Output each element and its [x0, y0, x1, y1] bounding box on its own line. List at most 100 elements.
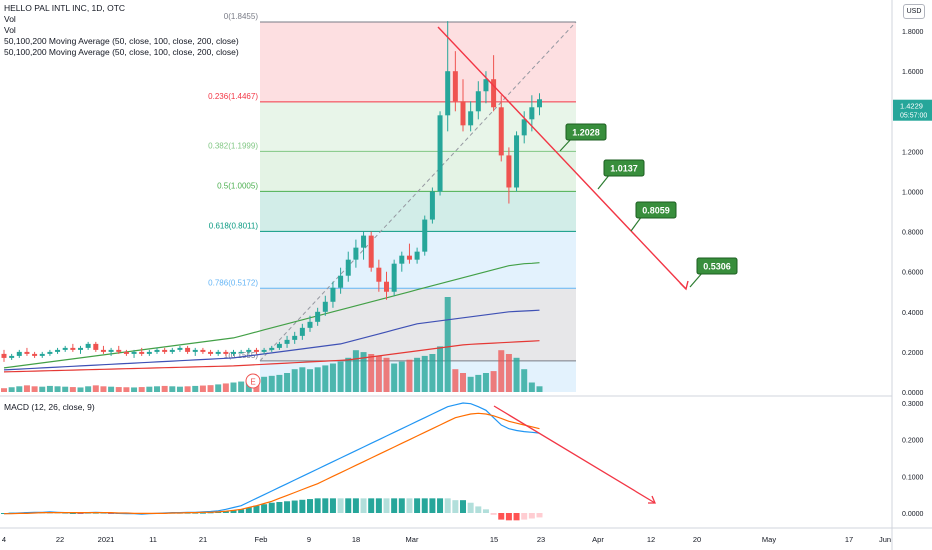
macd-histogram-bar [253, 505, 260, 513]
macd-histogram-bar [322, 498, 329, 513]
legend-vol-1: Vol [4, 14, 16, 24]
candle-body [307, 321, 313, 328]
target-label: 1.0137 [610, 164, 638, 174]
volume-bar [414, 357, 421, 392]
macd-histogram-bar [307, 499, 313, 513]
volume-bar [429, 354, 436, 392]
candle-body [414, 251, 420, 260]
volume-bar [467, 376, 474, 392]
macd-histogram-bar [85, 513, 92, 514]
candle-body [78, 347, 83, 350]
projection-arrowhead [679, 280, 689, 291]
macd-histogram-bar [437, 498, 444, 513]
symbol-title: HELLO PAL INTL INC, 1D, OTC [4, 3, 126, 13]
candle-body [93, 343, 99, 350]
macd-histogram-bar [475, 506, 482, 513]
candle-body [284, 339, 290, 344]
candle-body [406, 255, 412, 260]
volume-bar [261, 376, 268, 392]
ma100-line [3, 309, 540, 371]
volume-bar [1, 388, 7, 392]
candle-body [238, 351, 244, 353]
macd-histogram-bar [467, 502, 474, 513]
fib-level-label: 0.618(0.8011) [209, 221, 259, 230]
price-tick-label: 1.2000 [902, 149, 924, 156]
candle-body [139, 351, 145, 354]
candle-body [521, 119, 527, 136]
price-tick-label: 0.8000 [902, 230, 924, 237]
candle-body [368, 235, 374, 268]
currency-button[interactable]: USD [903, 4, 925, 19]
candle-body [445, 71, 451, 116]
ma50-line [3, 262, 540, 369]
candle-body [514, 135, 520, 188]
volume-bar [123, 387, 130, 392]
fib-zone [260, 101, 576, 152]
target-label: 1.2028 [572, 128, 600, 138]
macd-histogram-bar [429, 498, 436, 513]
time-tick-label: 17 [845, 535, 853, 544]
candle-body [422, 219, 428, 252]
volume-bar [154, 386, 160, 392]
candle-body [276, 343, 282, 348]
volume-bar [46, 385, 53, 392]
time-tick-label: 4 [2, 535, 6, 544]
candle-body [16, 351, 22, 356]
time-tick-label: 18 [352, 535, 360, 544]
chart-legend: HELLO PAL INTL INC, 1D, OTC Vol Vol 50,1… [4, 3, 239, 58]
candle-body [491, 79, 497, 108]
candle-body [162, 349, 168, 352]
macd-tick-label: 0.2000 [902, 438, 924, 445]
fib-zone [260, 21, 576, 102]
volume-bar [284, 373, 291, 392]
target-box [696, 257, 738, 275]
volume-bar [345, 357, 352, 392]
macd-histogram-bar [391, 498, 398, 513]
macd-histogram-bar [536, 513, 543, 518]
macd-line [3, 402, 540, 515]
volume-bar [39, 386, 46, 392]
volume-bar [108, 386, 115, 392]
candle-body [292, 335, 298, 340]
volume-bar [521, 369, 528, 392]
candle-body [192, 349, 198, 352]
candle-body [529, 107, 535, 120]
volume-bar [131, 387, 138, 392]
macd-histogram-bar [345, 498, 352, 513]
volume-bar [299, 367, 306, 392]
macd-histogram-bar [245, 507, 252, 513]
volume-bar [176, 386, 183, 392]
candle-body [85, 343, 91, 348]
time-tick-label: 2021 [98, 535, 115, 544]
volume-bar [100, 386, 107, 392]
candle-body [47, 351, 53, 354]
volume-bar [92, 385, 99, 392]
volume-bar [199, 385, 206, 392]
candle-body [200, 349, 206, 352]
target-box [603, 159, 645, 177]
macd-histogram-bar [238, 509, 245, 513]
candle-body [506, 155, 512, 188]
candle-body [429, 191, 435, 220]
target-label: 0.8059 [642, 206, 670, 216]
candle-body [399, 255, 405, 264]
volume-bar [322, 365, 329, 392]
macd-tick-label: 0.0000 [902, 511, 924, 518]
volume-bar [138, 387, 145, 392]
macd-histogram-bar [276, 501, 283, 513]
time-tick-label: 23 [537, 535, 545, 544]
macd-histogram-bar [284, 501, 291, 513]
candle-body [269, 347, 275, 350]
candle-body [62, 347, 68, 350]
volume-bar [421, 355, 428, 392]
macd-histogram-bar [521, 513, 528, 520]
earnings-marker [245, 373, 261, 389]
volume-bar [375, 355, 382, 392]
macd-histogram-bar [414, 498, 421, 513]
volume-bar [505, 354, 512, 392]
macd-histogram-bar [490, 513, 497, 515]
volume-bar [215, 384, 222, 392]
volume-bar [536, 386, 543, 392]
time-tick-label: 12 [647, 535, 655, 544]
